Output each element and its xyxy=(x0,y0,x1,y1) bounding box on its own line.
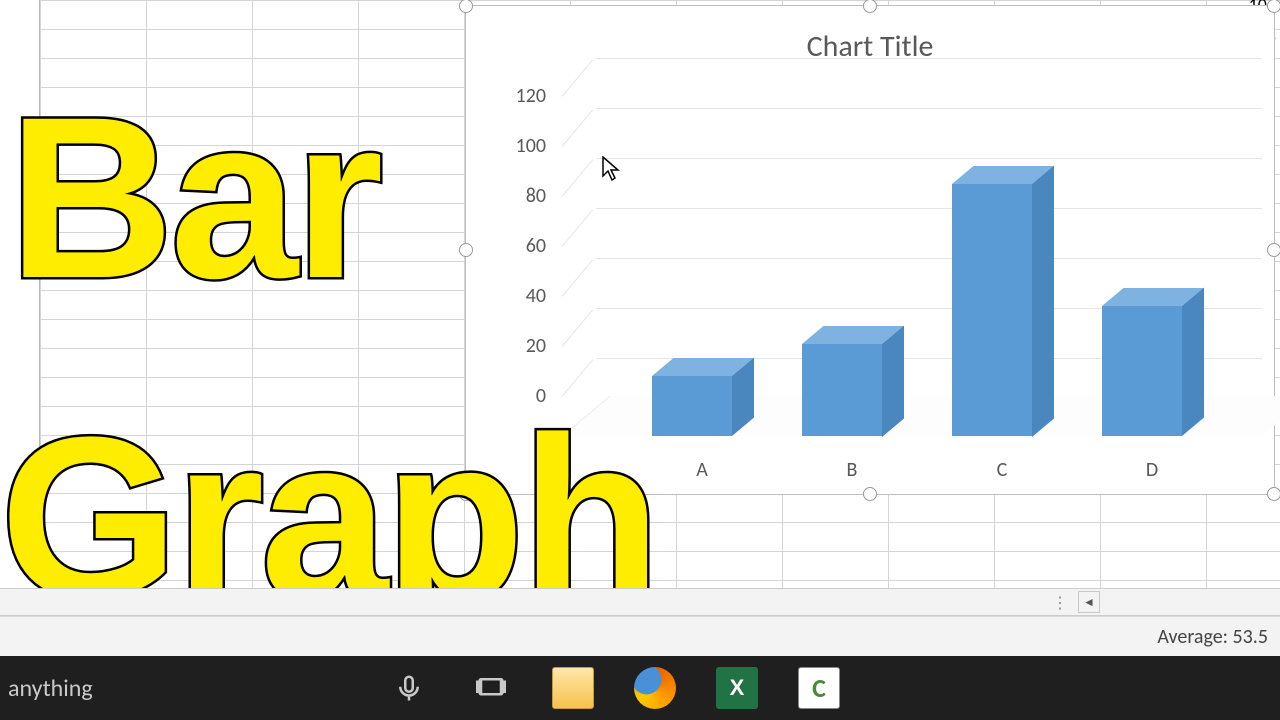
microphone-icon[interactable] xyxy=(388,667,430,709)
selection-handle[interactable] xyxy=(863,0,877,13)
overlay-text-graph: Graph xyxy=(0,420,657,616)
chart-bar[interactable] xyxy=(952,184,1032,437)
selection-handle[interactable] xyxy=(459,243,473,257)
selection-handle[interactable] xyxy=(459,0,473,13)
chart-bars xyxy=(562,136,1262,436)
taskbar-search-input[interactable]: anything xyxy=(8,674,348,703)
firefox-icon[interactable] xyxy=(634,667,676,709)
excel-icon[interactable]: X xyxy=(716,667,758,709)
status-average: Average: 53.5 xyxy=(1157,625,1268,649)
x-axis-labels: A B C D xyxy=(562,458,1262,488)
task-view-icon[interactable] xyxy=(470,667,512,709)
selection-handle[interactable] xyxy=(863,487,877,501)
x-tick-label: D xyxy=(1146,458,1158,482)
taskbar[interactable]: anything X C xyxy=(0,656,1280,720)
camtasia-icon[interactable]: C xyxy=(798,667,840,709)
y-tick-label: 100 xyxy=(516,134,546,158)
strip-dots-icon[interactable]: ⋮ xyxy=(1052,593,1070,613)
overlay-text-bar: Bar xyxy=(8,100,380,296)
selection-handle[interactable] xyxy=(1267,243,1280,257)
x-tick-label: C xyxy=(997,458,1008,482)
scroll-left-button[interactable]: ◄ xyxy=(1078,591,1100,613)
chart-bar[interactable] xyxy=(652,376,732,436)
y-tick-label: 80 xyxy=(526,184,546,208)
chart-bar[interactable] xyxy=(802,344,882,437)
status-bar: Average: 53.5 xyxy=(0,616,1280,656)
sheet-tab-strip[interactable]: ⋮ ◄ xyxy=(0,588,1280,616)
y-tick-label: 120 xyxy=(516,84,546,108)
selection-handle[interactable] xyxy=(1267,0,1280,13)
y-tick-label: 60 xyxy=(526,234,546,258)
chart-bar[interactable] xyxy=(1102,306,1182,436)
chart-title[interactable]: Chart Title xyxy=(466,28,1274,65)
y-tick-label: 20 xyxy=(526,334,546,358)
x-tick-label: B xyxy=(847,458,858,482)
y-tick-label: 40 xyxy=(526,284,546,308)
x-tick-label: A xyxy=(696,458,708,482)
selection-handle[interactable] xyxy=(1267,487,1280,501)
file-explorer-icon[interactable] xyxy=(552,667,594,709)
